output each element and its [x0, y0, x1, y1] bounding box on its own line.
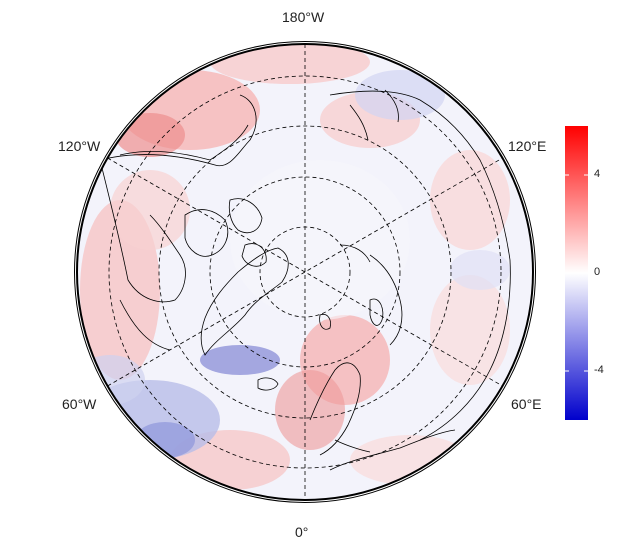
map-boundary: [76, 43, 534, 501]
greenland-outline: [200, 247, 289, 356]
lon-label-120e: 120°E: [508, 138, 547, 154]
lon-label-60w: 60°W: [62, 396, 97, 412]
lon-label-60e: 60°E: [511, 396, 542, 412]
alaska-outline: [119, 124, 249, 161]
colorbar-tick-label: 4: [594, 168, 601, 180]
kamchatka-outline: [349, 89, 399, 141]
lon-label-120w: 120°W: [58, 138, 101, 154]
graticule: [107, 44, 503, 500]
colorbar-tick-label: 0: [594, 266, 601, 278]
latitude-circle: [108, 75, 502, 469]
meridian-line: [107, 157, 503, 387]
novaya-zemlya-outline: [369, 298, 384, 326]
lon-label-0: 0°: [295, 524, 309, 540]
lon-label-180w: 180°W: [282, 9, 325, 25]
colorbar-tick-label: -4: [594, 364, 604, 376]
canada-archipelago-outline: [184, 198, 267, 267]
colorbar: [565, 126, 588, 420]
scandinavia-outline: [309, 362, 361, 456]
eurasia-outline: [329, 90, 511, 441]
colorbar-ticks: [565, 174, 588, 372]
iceland-outline: [257, 377, 279, 391]
coastlines: [99, 89, 511, 471]
north-america-outline: [99, 94, 257, 351]
meridian-line: [107, 157, 503, 387]
map-frame: [74, 41, 536, 503]
europe-outline: [329, 429, 456, 471]
colorbar-gradient: [565, 126, 588, 420]
svalbard-outline: [319, 313, 331, 330]
latitude-circle: [158, 125, 452, 419]
